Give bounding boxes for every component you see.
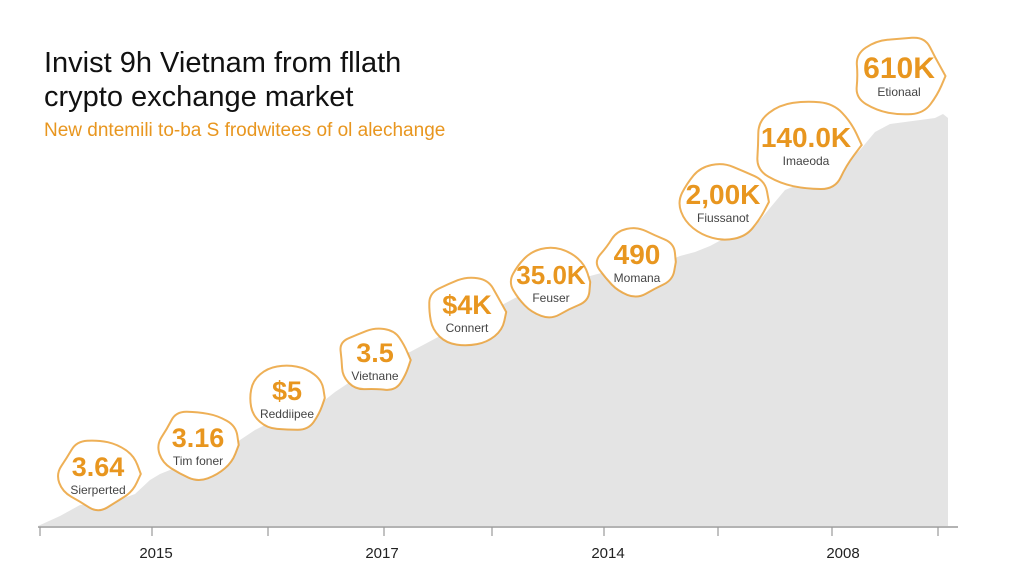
annotation-value: 3.5 — [356, 338, 394, 368]
annotation-value: 610K — [863, 52, 935, 85]
x-axis-ticks: 2015 2017 2014 2008 — [39, 527, 939, 562]
annotation-label: Imaeoda — [783, 154, 830, 168]
annotation-value: 140.0K — [761, 122, 851, 153]
annotation-bubble-shape — [339, 327, 412, 391]
annotation-label: Feuser — [532, 291, 569, 305]
annotation-label: Connert — [446, 321, 489, 335]
annotation-label: Etionaal — [877, 85, 920, 99]
annotation-value: 490 — [614, 239, 661, 270]
x-tick-label: 2008 — [826, 545, 859, 562]
annotation-bubble-shape — [855, 36, 947, 116]
x-tick-label: 2017 — [365, 545, 398, 562]
annotation-bubble-shape — [157, 410, 240, 481]
annotation-label: Reddiipee — [260, 407, 314, 421]
annotation-label: Tim foner — [173, 454, 223, 468]
chart-title-line-1: Invist 9h Vietnam from fllath — [44, 47, 402, 79]
annotation-bubble-shape — [756, 100, 863, 191]
annotation-value: 3.64 — [72, 452, 125, 482]
annotation-value: 35.0K — [516, 260, 586, 290]
annotation-value: 3.16 — [172, 423, 225, 453]
annotation-label: Fiussanot — [697, 211, 750, 225]
annotation-value: $4K — [442, 290, 492, 320]
x-tick-label: 2015 — [139, 545, 172, 562]
chart-title-line-2: crypto exchange market — [44, 81, 354, 113]
annotation-bubble-shape — [57, 439, 142, 512]
annotation-bubble-shape — [509, 246, 592, 319]
chart-title: Invist 9h Vietnam from fllath crypto exc… — [44, 46, 504, 114]
annotation-bubble-shape — [249, 364, 326, 431]
annotation-label: Vietnane — [351, 369, 398, 383]
annotation-bubble-shape — [678, 163, 770, 241]
x-tick-label: 2014 — [591, 545, 624, 562]
annotation-bubble-shape — [428, 276, 508, 347]
annotation-value: 2,00K — [686, 179, 761, 210]
annotation-label: Sierperted — [70, 483, 125, 497]
annotation-label: Momana — [614, 271, 661, 285]
annotation-bubble-shape — [595, 227, 677, 298]
chart-subtitle: New dntemili to-ba S frodwitees of ol al… — [44, 120, 446, 141]
annotation-value: $5 — [272, 376, 302, 406]
